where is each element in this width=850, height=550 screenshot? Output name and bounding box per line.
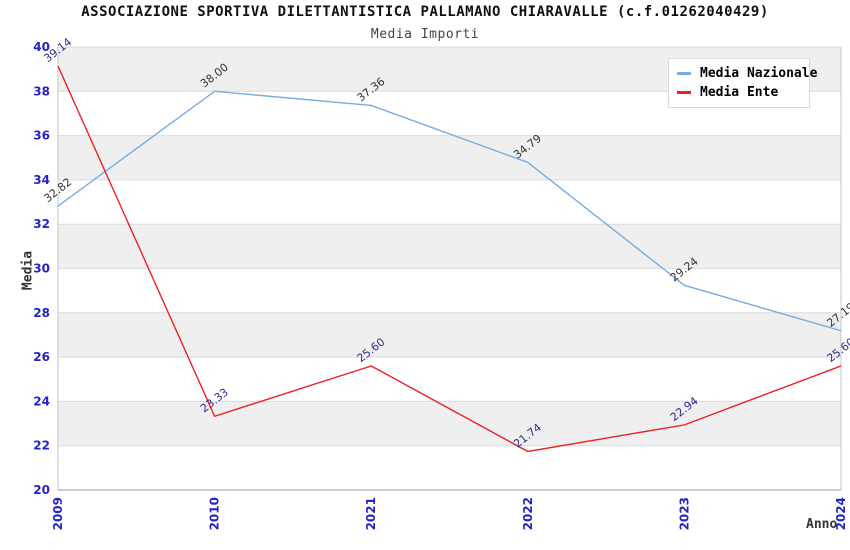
legend: Media Nazionale Media Ente [668,58,817,108]
y-tick-label: 20 [33,483,50,497]
x-tick-label: 2009 [51,497,65,530]
y-tick-label: 26 [33,350,50,364]
y-tick-label: 36 [33,129,50,143]
y-tick-label: 32 [33,217,50,231]
x-axis-label: Anno [806,517,838,532]
y-tick-label: 30 [33,262,50,276]
y-tick-label: 40 [33,40,50,54]
legend-item-media-nazionale: Media Nazionale [677,64,817,83]
plot-band [58,268,841,313]
series-line-media-ente [57,65,842,453]
plot-band [58,179,841,225]
y-tick-label: 38 [33,84,50,98]
x-tick-label: 2024 [834,497,848,530]
chart-title: ASSOCIAZIONE SPORTIVA DILETTANTISTICA PA… [81,4,769,20]
legend-label-ente: Media Ente [700,85,779,100]
x-tick-label: 2023 [677,497,691,530]
y-axis-label: Media [20,250,36,291]
x-tick-label: 2022 [521,497,535,530]
series-line-media-nazionale [57,90,842,332]
legend-swatch-ente [677,91,691,94]
y-tick-label: 28 [33,306,50,320]
plot-band [58,135,841,180]
y-tick-label: 22 [33,439,50,453]
chart-subtitle: Media Importi [370,27,480,42]
plot-band [58,224,841,269]
legend-item-media-ente: Media Ente [677,83,801,102]
x-tick-label: 2021 [364,497,378,530]
y-tick-label: 34 [33,173,50,187]
legend-label-nazionale: Media Nazionale [700,66,818,81]
plot-band [58,445,841,490]
x-tick-label: 2010 [208,497,222,530]
legend-swatch-nazionale [677,72,691,75]
plot-band [58,312,841,358]
y-tick-label: 24 [33,394,50,408]
plot-band [58,357,841,402]
